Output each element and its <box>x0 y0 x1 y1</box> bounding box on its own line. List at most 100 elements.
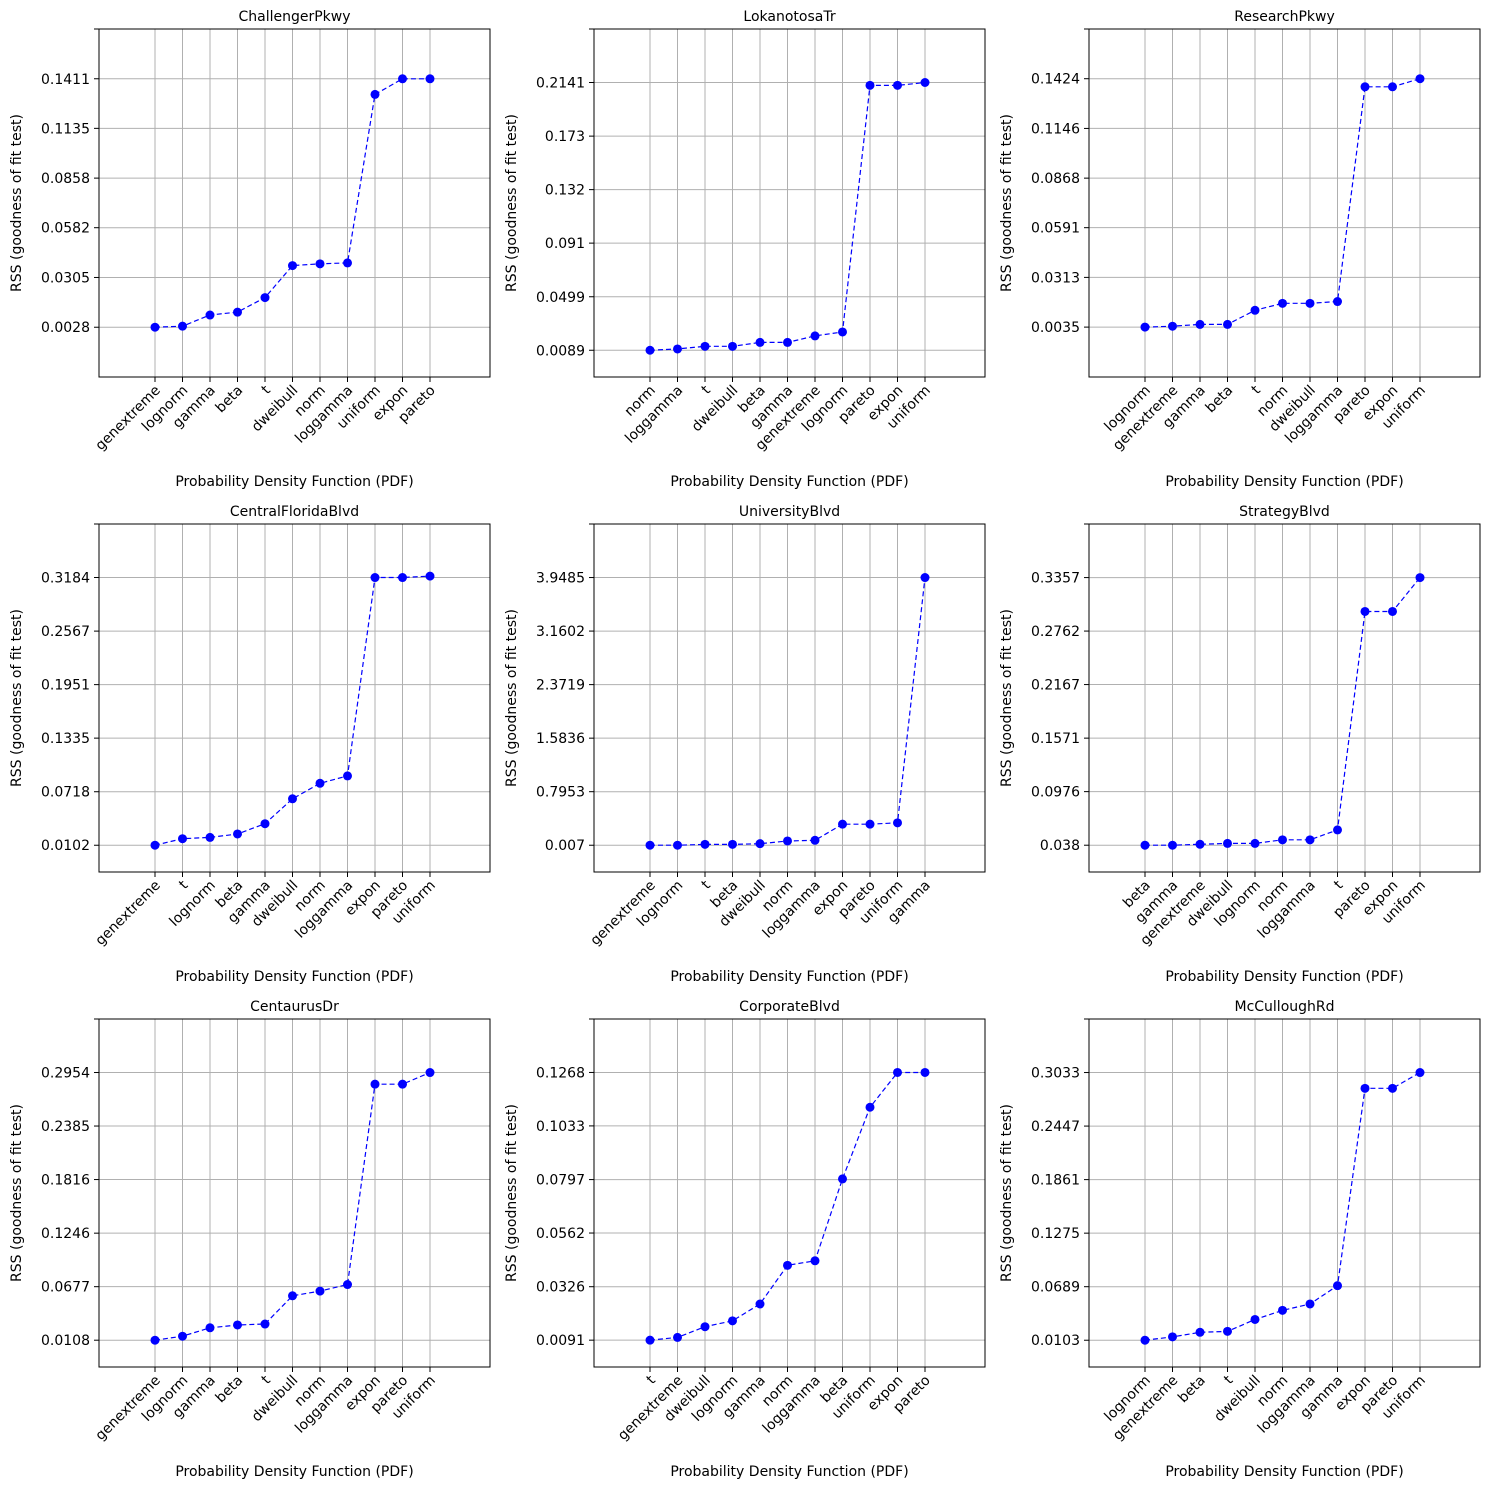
data-point <box>343 771 352 781</box>
x-axis-label: Probability Density Function (PDF) <box>670 969 908 985</box>
y-tick-label: 0.3033 <box>1031 1066 1080 1082</box>
data-point <box>288 261 297 271</box>
y-tick-label: 0.1275 <box>1031 1226 1080 1242</box>
data-point <box>810 331 820 341</box>
data-point <box>398 74 407 84</box>
y-tick-label: 0.038 <box>1040 838 1080 854</box>
data-point <box>1168 321 1177 331</box>
y-tick-label: 0.0035 <box>1031 320 1080 336</box>
x-axis-label: Probability Density Function (PDF) <box>670 1464 908 1480</box>
data-point <box>1223 1326 1232 1336</box>
y-tick-label: 0.0976 <box>1031 785 1080 801</box>
y-tick-label: 0.0499 <box>536 290 585 306</box>
x-tick-label: beta <box>1175 1373 1209 1407</box>
data-point <box>645 840 655 850</box>
data-point <box>1140 1335 1150 1345</box>
y-tick-label: 0.7953 <box>536 785 585 801</box>
y-axis-label: RSS (goodness of fit test) <box>9 609 25 787</box>
data-point <box>260 293 270 303</box>
y-axis-label: RSS (goodness of fit test) <box>504 114 520 292</box>
series-line <box>154 575 431 846</box>
y-tick-label: 0.1816 <box>41 1173 90 1189</box>
axes-frame <box>98 28 491 378</box>
y-tick-label: 0.0591 <box>1031 221 1080 237</box>
x-tick-label: genextreme <box>93 878 164 949</box>
y-tick-label: 0.2567 <box>41 624 90 640</box>
data-point <box>1388 82 1397 92</box>
data-point <box>370 573 380 583</box>
data-point <box>783 1260 792 1270</box>
data-point <box>233 307 242 317</box>
x-tick-label: t <box>699 877 715 893</box>
data-point <box>783 836 792 846</box>
data-point <box>425 74 435 84</box>
data-point <box>1223 838 1232 848</box>
x-axis-label: Probability Density Function (PDF) <box>1165 1464 1403 1480</box>
subplot: CentaurusDr 0.0108 0.0677 0.1246 0.1816 0.238… <box>9 999 491 1480</box>
y-tick-label: 0.0103 <box>1031 1333 1080 1349</box>
data-point <box>205 832 215 842</box>
x-tick-label: t <box>1331 877 1347 893</box>
data-point <box>398 573 407 583</box>
axes-frame <box>593 28 986 378</box>
data-point <box>205 310 215 320</box>
y-tick-label: 0.1951 <box>41 678 90 694</box>
y-tick-label: 0.1246 <box>41 1226 90 1242</box>
y-tick-label: 0.2954 <box>41 1066 90 1082</box>
data-point <box>150 840 160 850</box>
data-point <box>1360 82 1370 92</box>
data-point <box>755 1299 765 1309</box>
y-tick-label: 0.0089 <box>536 343 585 359</box>
data-point <box>673 840 682 850</box>
data-point <box>783 337 792 347</box>
y-tick-label: 0.1033 <box>536 1119 585 1135</box>
data-point <box>838 1174 847 1184</box>
data-point <box>1250 1314 1260 1324</box>
y-tick-label: 0.0562 <box>536 1226 585 1242</box>
y-tick-label: 0.0718 <box>41 785 90 801</box>
y-axis-label: RSS (goodness of fit test) <box>504 1104 520 1282</box>
axes-frame <box>1088 1018 1481 1368</box>
subplot: CentralFloridaBlvd 0.0102 0.0718 0.1335 0.19… <box>9 504 491 985</box>
x-tick-label: beta <box>213 383 247 417</box>
data-point <box>1360 1083 1370 1093</box>
axes-frame <box>98 523 491 873</box>
y-tick-label: 0.1424 <box>1031 72 1080 88</box>
subplot: ResearchPkwy 0.0035 0.0313 0.0591 0.0868 0.11… <box>999 9 1481 490</box>
data-point <box>1195 319 1205 329</box>
x-tick-label: t <box>644 1372 660 1388</box>
data-point <box>205 1323 215 1333</box>
x-tick-label: beta <box>213 1373 247 1407</box>
data-point <box>1278 298 1287 308</box>
data-point <box>1333 297 1342 307</box>
y-tick-label: 0.2762 <box>1031 624 1080 640</box>
data-point <box>425 571 435 581</box>
y-tick-label: 0.0582 <box>41 221 90 237</box>
data-point <box>343 258 352 268</box>
data-point <box>673 344 682 354</box>
y-axis-label: RSS (goodness of fit test) <box>999 1104 1015 1282</box>
subplot-title: ChallengerPkwy <box>238 9 350 25</box>
y-tick-label: 0.2385 <box>41 1119 90 1135</box>
data-point <box>700 341 710 351</box>
data-point <box>700 1322 710 1332</box>
data-point <box>1278 835 1287 845</box>
x-tick-label: t <box>699 382 715 398</box>
data-point <box>893 1067 902 1077</box>
x-axis-label: Probability Density Function (PDF) <box>670 474 908 490</box>
y-tick-label: 0.0091 <box>536 1333 585 1349</box>
y-tick-label: 0.2167 <box>1031 678 1080 694</box>
subplot: CorporateBlvd 0.0091 0.0326 0.0562 0.0797 0.1… <box>504 999 986 1480</box>
data-point <box>1305 298 1315 308</box>
y-tick-label: 0.3184 <box>41 571 90 587</box>
x-axis-label: Probability Density Function (PDF) <box>1165 969 1403 985</box>
data-point <box>810 835 820 845</box>
y-tick-label: 2.3719 <box>536 678 585 694</box>
y-tick-label: 0.1861 <box>1031 1173 1080 1189</box>
y-tick-label: 0.0102 <box>41 838 90 854</box>
y-axis-label: RSS (goodness of fit test) <box>999 114 1015 292</box>
y-axis-label: RSS (goodness of fit test) <box>9 114 25 292</box>
data-point <box>260 819 270 829</box>
y-axis-label: RSS (goodness of fit test) <box>999 609 1015 787</box>
data-point <box>1250 305 1260 315</box>
